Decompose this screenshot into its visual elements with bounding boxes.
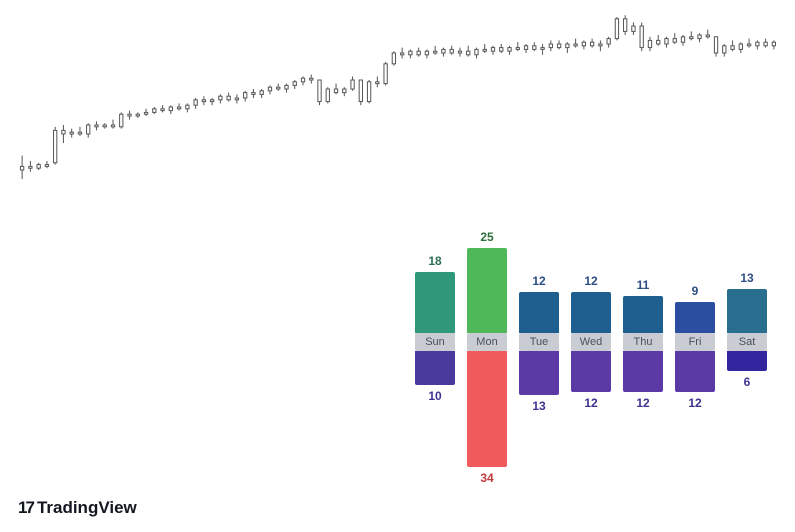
day-column: 25 Mon 34 bbox=[467, 216, 507, 506]
tradingview-logo: 17 TradingView bbox=[18, 498, 137, 518]
day-column: 12 Wed 12 bbox=[571, 216, 611, 506]
day-column: 9 Fri 12 bbox=[675, 216, 715, 506]
down-bar bbox=[727, 351, 767, 371]
brand-name: TradingView bbox=[37, 498, 137, 518]
up-value-label: 11 bbox=[623, 278, 663, 292]
day-label: Sat bbox=[727, 333, 767, 351]
down-bar bbox=[467, 351, 507, 467]
day-label: Sun bbox=[415, 333, 455, 351]
up-value-label: 9 bbox=[675, 284, 715, 298]
down-value-label: 6 bbox=[727, 375, 767, 389]
up-bar bbox=[571, 292, 611, 333]
down-bar bbox=[675, 351, 715, 392]
down-bar bbox=[623, 351, 663, 392]
down-value-label: 10 bbox=[415, 389, 455, 403]
day-label: Fri bbox=[675, 333, 715, 351]
up-value-label: 12 bbox=[571, 274, 611, 288]
day-label: Mon bbox=[467, 333, 507, 351]
down-bar bbox=[571, 351, 611, 392]
up-value-label: 13 bbox=[727, 271, 767, 285]
up-value-label: 12 bbox=[519, 274, 559, 288]
down-value-label: 34 bbox=[467, 471, 507, 485]
day-column: 12 Tue 13 bbox=[519, 216, 559, 506]
day-label: Thu bbox=[623, 333, 663, 351]
down-bar bbox=[519, 351, 559, 395]
down-value-label: 12 bbox=[675, 396, 715, 410]
day-label: Tue bbox=[519, 333, 559, 351]
price-candlestick-chart bbox=[18, 8, 778, 188]
weekday-up-down-bars: 18 Sun 10 25 Mon 34 12 Tue 13 12 Wed 12 11 Thu 12 9 Fri 1… bbox=[415, 216, 775, 506]
up-bar bbox=[519, 292, 559, 333]
down-value-label: 12 bbox=[623, 396, 663, 410]
down-bar bbox=[415, 351, 455, 385]
up-bar bbox=[675, 302, 715, 333]
tradingview-logo-icon: 17 bbox=[18, 498, 31, 518]
up-value-label: 25 bbox=[467, 230, 507, 244]
up-bar bbox=[623, 296, 663, 333]
down-value-label: 13 bbox=[519, 399, 559, 413]
up-bar bbox=[415, 272, 455, 333]
up-value-label: 18 bbox=[415, 254, 455, 268]
up-bar bbox=[467, 248, 507, 333]
day-label: Wed bbox=[571, 333, 611, 351]
down-value-label: 12 bbox=[571, 396, 611, 410]
up-bar bbox=[727, 289, 767, 333]
day-column: 11 Thu 12 bbox=[623, 216, 663, 506]
day-column: 18 Sun 10 bbox=[415, 216, 455, 506]
day-column: 13 Sat 6 bbox=[727, 216, 767, 506]
